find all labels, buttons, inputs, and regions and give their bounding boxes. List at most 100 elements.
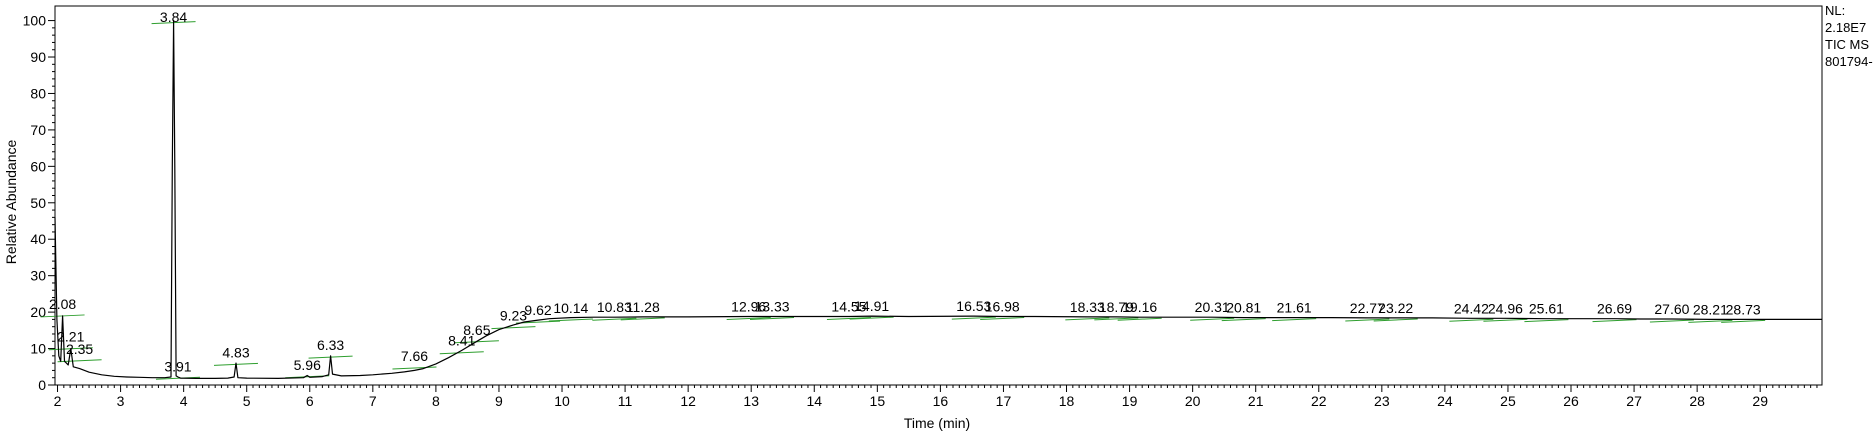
peak-label: 2.21 (57, 329, 84, 345)
x-tick-label: 2 (54, 393, 62, 409)
y-tick-label: 20 (30, 304, 46, 320)
peak-label: 19.16 (1122, 299, 1157, 315)
peak-label: 8.65 (463, 322, 490, 338)
y-tick-label: 50 (30, 195, 46, 211)
x-tick-label: 17 (996, 393, 1012, 409)
peak-label: 10.14 (553, 300, 588, 316)
x-tick-label: 29 (1752, 393, 1768, 409)
peak-baseline (620, 317, 665, 321)
info-line-scale: 2.18E7 (1825, 20, 1867, 35)
peak-label: 9.23 (500, 308, 527, 324)
x-tick-label: 9 (495, 393, 503, 409)
info-line-filter: TIC MS (1825, 37, 1870, 52)
x-tick-label: 12 (680, 393, 696, 409)
peak-baseline (439, 351, 484, 355)
peak-baseline (1345, 318, 1390, 322)
x-tick-label: 5 (243, 393, 251, 409)
peak-label: 5.96 (294, 357, 321, 373)
y-tick-label: 30 (30, 268, 46, 284)
x-axis-ticks: 2 3 4 5 6 7 8 9 10 11 12 13 14 15 16 17 18 19 20 21 22 23 24 25… (54, 385, 1818, 409)
info-line-nl: NL: (1825, 3, 1846, 18)
peak-label: 8.41 (448, 333, 475, 349)
x-tick-label: 27 (1626, 393, 1642, 409)
y-tick-label: 40 (30, 231, 46, 247)
y-axis-title: Relative Abundance (3, 140, 19, 265)
peak-baseline (1221, 318, 1266, 322)
x-tick-label: 16 (933, 393, 949, 409)
peak-label: 7.66 (401, 348, 428, 364)
peak-label: 28.73 (1726, 301, 1761, 317)
info-line-sample: 801794- (1825, 54, 1873, 69)
peak-label: 18.79 (1099, 299, 1134, 315)
x-tick-label: 26 (1563, 393, 1579, 409)
peak-label: 28.21 (1693, 301, 1728, 317)
peak-label: 16.53 (956, 298, 991, 314)
peak-label: 26.69 (1597, 301, 1632, 317)
peak-baseline (491, 326, 536, 330)
peak-baseline (980, 316, 1025, 320)
peak-label: 4.83 (222, 344, 249, 360)
peak-label: 20.81 (1226, 300, 1261, 316)
peak-integration-lines (40, 21, 1766, 380)
peak-label: 2.35 (66, 341, 93, 357)
peak-label: 24.96 (1488, 300, 1523, 316)
x-tick-label: 23 (1374, 393, 1390, 409)
peak-label: 14.91 (854, 298, 889, 314)
peak-baseline (1117, 317, 1162, 321)
peak-label: 27.60 (1654, 301, 1689, 317)
peak-label: 23.22 (1378, 300, 1413, 316)
y-tick-label: 80 (30, 85, 46, 101)
peak-label: 3.84 (160, 9, 187, 25)
peak-label: 9.62 (524, 302, 551, 318)
x-tick-label: 24 (1437, 393, 1453, 409)
peak-baseline (1721, 319, 1766, 323)
peak-baseline (1649, 319, 1694, 323)
peak-label: 3.91 (164, 358, 191, 374)
x-tick-label: 22 (1311, 393, 1327, 409)
peak-label: 13.33 (754, 298, 789, 314)
peak-label: 12.96 (731, 298, 766, 314)
peak-baseline (592, 317, 637, 321)
y-tick-label: 0 (38, 377, 46, 393)
peak-baseline (1065, 317, 1110, 321)
peak-baseline (951, 316, 996, 320)
x-tick-label: 6 (306, 393, 314, 409)
peak-label: 16.98 (985, 298, 1020, 314)
peak-baseline (1190, 317, 1235, 321)
peak-label: 14.55 (831, 298, 866, 314)
x-tick-label: 3 (117, 393, 125, 409)
x-tick-label: 7 (369, 393, 377, 409)
peak-baseline (1373, 318, 1418, 322)
x-tick-label: 28 (1689, 393, 1705, 409)
peak-label: 20.31 (1195, 299, 1230, 315)
x-tick-label: 10 (554, 393, 570, 409)
peak-baseline (1524, 319, 1569, 323)
peak-label: 10.83 (597, 299, 632, 315)
peak-baseline (1449, 318, 1494, 322)
peak-baseline (155, 376, 200, 380)
x-tick-label: 11 (618, 393, 633, 409)
y-tick-label: 10 (30, 341, 46, 357)
peak-baseline (826, 316, 871, 320)
tic-trace (54, 20, 1822, 379)
peak-label: 25.61 (1529, 301, 1564, 317)
peak-baseline (726, 316, 771, 320)
axes (54, 5, 1823, 386)
peak-baseline (1272, 318, 1317, 322)
x-tick-label: 4 (180, 393, 188, 409)
x-axis-title: Time (min) (904, 415, 970, 431)
y-axis-ticks: 0 10 20 30 40 50 60 70 80 90 100 (23, 13, 55, 393)
peak-baseline (849, 316, 894, 320)
peak-label: 6.33 (317, 337, 344, 353)
peak-baseline (548, 318, 593, 322)
x-tick-label: 15 (870, 393, 886, 409)
normalization-info: NL: 2.18E7 TIC MS 801794- (1825, 2, 1873, 70)
x-tick-label: 8 (432, 393, 440, 409)
peak-label: 24.42 (1454, 300, 1489, 316)
peak-label: 21.61 (1277, 300, 1312, 316)
peak-label: 2.08 (49, 296, 76, 312)
peak-label: 18.33 (1070, 299, 1105, 315)
x-tick-label: 20 (1185, 393, 1201, 409)
x-tick-label: 25 (1500, 393, 1516, 409)
peak-labels: 2.08 2.212.35 3.84 3.91 4.83 5.96 6.33 7.66 8.41… (49, 9, 1761, 374)
